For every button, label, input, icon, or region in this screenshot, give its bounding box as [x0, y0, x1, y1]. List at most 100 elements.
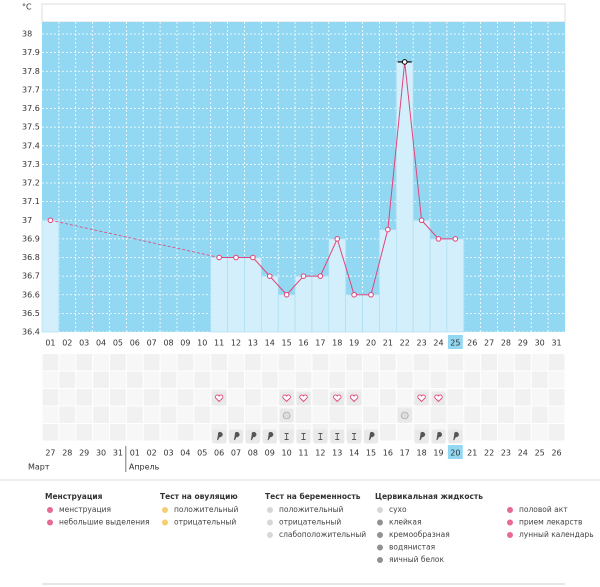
marker-cell — [447, 406, 464, 423]
creamy-marker — [363, 429, 378, 444]
marker-cell — [430, 371, 447, 388]
marker-cell — [413, 371, 430, 388]
cycle-day-label: 09 — [265, 449, 275, 458]
heart — [417, 394, 426, 403]
marker-cell — [481, 406, 498, 423]
cycle-day-label: 13 — [332, 449, 342, 458]
pill — [282, 411, 291, 420]
cycle-day-label: 23 — [501, 449, 511, 458]
marker-cell — [228, 406, 244, 423]
intercourse-marker — [279, 391, 294, 406]
marker-cell — [160, 371, 177, 388]
marker-cell — [143, 371, 160, 388]
y-tick-label: 36.8 — [22, 253, 40, 262]
marker-cell — [194, 389, 211, 406]
marker-cell — [363, 406, 379, 423]
creamy-icon — [216, 431, 223, 441]
marker-cell — [464, 371, 481, 388]
cycle-day-label: 08 — [248, 449, 258, 458]
x-tick-label: 26 — [467, 339, 477, 348]
cycle-day-label: 19 — [433, 449, 443, 458]
cycle-day-label: 12 — [315, 449, 325, 458]
marker-cell — [261, 406, 278, 423]
marker-cell — [295, 371, 312, 388]
legend-item: кремообразная — [389, 530, 450, 539]
bar — [311, 275, 330, 333]
heart — [333, 394, 342, 403]
marker-cell — [93, 371, 109, 388]
marker-cell — [244, 371, 261, 388]
gap-connector — [50, 219, 220, 258]
marker-cell — [464, 424, 481, 441]
marker-cell — [177, 424, 194, 441]
marker-cell — [211, 406, 228, 423]
marker-cell — [160, 406, 177, 423]
marker-cell — [481, 354, 498, 371]
legend-heading: Цервикальная жидкость — [375, 492, 483, 501]
cycle-day-label: 18 — [417, 449, 427, 458]
creamy-marker — [262, 429, 277, 444]
creamy-icon — [267, 431, 274, 441]
legend-item: положительный — [279, 505, 344, 514]
current-day-bg — [447, 335, 463, 349]
bar — [345, 294, 363, 333]
marker-cell — [498, 424, 514, 441]
y-tick-label: 37.9 — [22, 48, 40, 57]
creamy-icon — [436, 431, 443, 441]
x-tick-label: 05 — [113, 339, 123, 348]
cycle-day-label: 15 — [366, 449, 376, 458]
y-axis-label: °C — [22, 3, 32, 12]
month-label: Апрель — [129, 463, 160, 472]
marker-cell — [329, 354, 346, 371]
marker-cell — [42, 354, 59, 371]
cycle-day-label: 14 — [349, 449, 359, 458]
cycle-day-label: 10 — [282, 449, 292, 458]
marker-cell — [514, 371, 531, 388]
bar — [395, 61, 414, 333]
sticky-icon — [318, 433, 323, 440]
cycle-day-label: 26 — [551, 449, 561, 458]
x-tick-label: 28 — [501, 339, 511, 348]
creamy-icon — [233, 431, 240, 441]
cycle-day-label: 21 — [467, 449, 477, 458]
marker-cell — [194, 354, 211, 371]
point — [401, 59, 408, 65]
heart — [349, 394, 359, 403]
cycle-day-label: 06 — [214, 449, 224, 458]
marker-cell — [59, 406, 76, 423]
legend-icon — [47, 507, 53, 513]
marker-cell — [42, 389, 59, 406]
creamy-marker — [245, 429, 260, 444]
creamy-icon — [250, 431, 257, 441]
x-tick-label: 22 — [400, 339, 410, 348]
marker-cell — [160, 354, 177, 371]
marker-cell — [346, 371, 363, 388]
marker-cell — [396, 389, 413, 406]
marker-cell — [93, 354, 109, 371]
marker-cell — [312, 406, 329, 423]
x-tick-label: 15 — [282, 339, 292, 348]
point — [250, 254, 256, 261]
legend-icon — [377, 507, 383, 513]
marker-cell — [244, 389, 261, 406]
x-tick-label: 24 — [433, 339, 443, 348]
x-tick-label: 04 — [96, 339, 106, 348]
heart — [214, 394, 224, 403]
marker-cell — [93, 389, 109, 406]
marker-cell — [109, 371, 126, 388]
marker-cell — [76, 424, 93, 441]
intercourse-marker — [330, 391, 345, 406]
point — [283, 291, 290, 298]
marker-cell — [548, 389, 565, 406]
x-tick-label: 23 — [417, 339, 427, 348]
marker-cell — [363, 389, 379, 406]
marker-cell — [143, 424, 160, 441]
intercourse-marker — [296, 391, 311, 406]
bar — [446, 238, 465, 333]
creamy-marker — [431, 429, 446, 444]
bar — [41, 219, 60, 333]
marker-cell — [498, 389, 514, 406]
legend-item: отрицательный — [174, 518, 236, 527]
bar — [227, 257, 245, 333]
point — [300, 273, 307, 279]
